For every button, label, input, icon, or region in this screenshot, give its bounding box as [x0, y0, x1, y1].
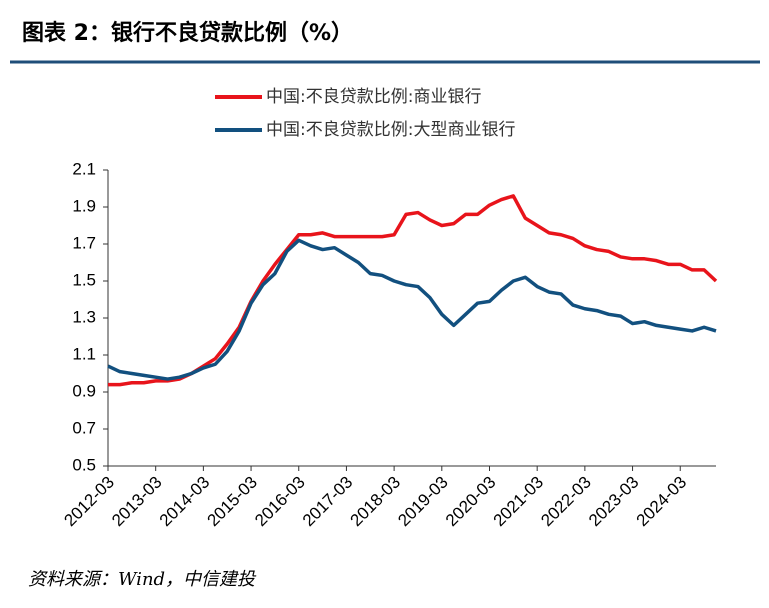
- x-tick-label: 2016-03: [251, 473, 309, 531]
- y-tick-label: 2.1: [72, 159, 96, 178]
- y-tick-label: 0.7: [72, 418, 96, 437]
- x-tick-label: 2023-03: [585, 473, 643, 531]
- x-tick-label: 2014-03: [156, 473, 214, 531]
- x-tick-label: 2020-03: [442, 473, 500, 531]
- x-tick-label: 2019-03: [394, 473, 452, 531]
- x-tick-label: 2015-03: [204, 473, 262, 531]
- source-note: 资料来源：Wind，中信建投: [28, 569, 257, 590]
- legend-label: 中国:不良贷款比例:大型商业银行: [266, 120, 515, 140]
- y-tick-label: 1.3: [72, 307, 96, 326]
- y-tick-label: 1.7: [72, 233, 96, 252]
- series-line: [107, 238, 717, 381]
- legend-label: 中国:不良贷款比例:商业银行: [266, 87, 481, 107]
- y-tick-label: 0.5: [72, 455, 96, 474]
- x-tick-label: 2017-03: [299, 473, 357, 531]
- x-tick-label: 2024-03: [633, 473, 691, 531]
- y-tick-label: 1.1: [72, 344, 96, 363]
- y-tick-label: 0.9: [72, 381, 96, 400]
- x-tick-label: 2021-03: [490, 473, 548, 531]
- x-tick-label: 2018-03: [347, 473, 405, 531]
- series-line: [108, 194, 718, 387]
- x-tick-label: 2013-03: [108, 473, 166, 531]
- y-tick-label: 1.9: [72, 196, 96, 215]
- y-tick-label: 1.5: [72, 270, 96, 289]
- chart-title: 图表 2：银行不良贷款比例（%）: [22, 20, 353, 46]
- x-tick-label: 2022-03: [537, 473, 595, 531]
- x-tick-label: 2012-03: [60, 473, 118, 531]
